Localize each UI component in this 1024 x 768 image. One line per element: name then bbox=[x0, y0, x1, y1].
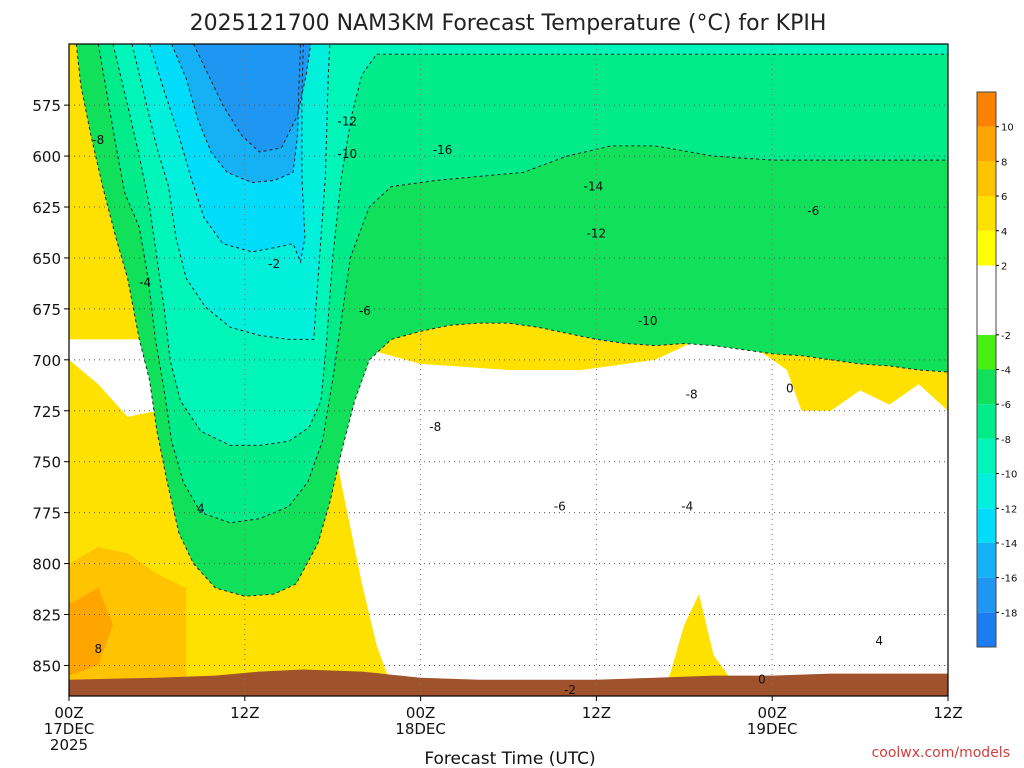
y-tick-label: 700 bbox=[32, 352, 61, 370]
y-tick-label: 725 bbox=[32, 403, 61, 421]
isotherm-line bbox=[131, 44, 331, 340]
colorbar-label: 4 bbox=[1001, 227, 1007, 238]
isotherm-line bbox=[171, 44, 301, 184]
colorbar: 10 8 6 4 2 -2 -4 -6 -8 -10 -12 -14 -16 -18 bbox=[976, 91, 1017, 648]
colorbar-label: -8 bbox=[1001, 435, 1011, 446]
colorbar-segment bbox=[977, 265, 996, 335]
contour-label: -8 bbox=[686, 387, 698, 401]
colorbar-label: -18 bbox=[1001, 608, 1017, 619]
x-axis-label: Forecast Time (UTC) bbox=[424, 749, 595, 768]
colorbar-segment bbox=[977, 92, 996, 127]
isotherm-line bbox=[193, 44, 312, 153]
x-tick-label: 00Z bbox=[406, 704, 435, 722]
plot-area bbox=[69, 44, 948, 696]
contour-label: -6 bbox=[807, 204, 819, 218]
y-tick-label: 850 bbox=[32, 657, 61, 675]
credit-text: coolwx.com/models bbox=[872, 745, 1010, 761]
contour-label: -14 bbox=[584, 180, 604, 194]
colorbar-segment bbox=[977, 369, 996, 405]
contour-label: -10 bbox=[338, 147, 358, 161]
x-tick-label: 12Z bbox=[582, 704, 611, 722]
x-tick-label: 12Z bbox=[933, 704, 962, 722]
contour-label: -2 bbox=[268, 257, 280, 271]
colorbar-segment bbox=[977, 438, 996, 474]
y-tick-label: 775 bbox=[32, 505, 61, 523]
colorbar-label: -10 bbox=[1001, 470, 1017, 481]
plot-frame bbox=[68, 43, 949, 697]
colorbar-label: -4 bbox=[1001, 366, 1011, 377]
isotherm-fill bbox=[193, 44, 311, 152]
colorbar-segment bbox=[977, 577, 996, 613]
y-tick-label: 600 bbox=[32, 148, 61, 166]
colorbar-segment bbox=[977, 404, 996, 439]
isotherm-line bbox=[97, 44, 948, 524]
colorbar-label: 2 bbox=[1001, 261, 1007, 272]
contour-label: -12 bbox=[338, 114, 358, 128]
contour-label: -6 bbox=[554, 500, 566, 514]
contour-label: -6 bbox=[359, 304, 371, 318]
x-tick-label: 12Z bbox=[230, 704, 259, 722]
contour-label: -16 bbox=[433, 143, 453, 157]
x-tick-label: 00Z bbox=[758, 704, 787, 722]
contour-label: -8 bbox=[92, 133, 104, 147]
near-freezing-band bbox=[69, 339, 948, 696]
contour-label: -12 bbox=[587, 226, 607, 240]
x-tick-date: 19DEC bbox=[747, 720, 798, 738]
terrain bbox=[69, 669, 948, 696]
colorbar-label: 8 bbox=[1001, 157, 1007, 168]
chart-title: 2025121700 NAM3KM Forecast Temperature (… bbox=[190, 11, 827, 36]
colorbar-segment bbox=[977, 612, 996, 647]
contour-label: 0 bbox=[758, 673, 766, 687]
isotherm-line bbox=[112, 44, 948, 446]
colorbar-segment bbox=[977, 542, 996, 578]
y-tick-label: 750 bbox=[32, 454, 61, 472]
colorbar-label: 10 bbox=[1001, 123, 1014, 134]
contour-label: 4 bbox=[875, 634, 883, 648]
contour-label: -4 bbox=[681, 500, 693, 514]
contour-label: -8 bbox=[429, 420, 441, 434]
isotherm-line bbox=[149, 44, 306, 264]
isotherm-line bbox=[75, 44, 948, 597]
contour-label: -4 bbox=[139, 275, 151, 289]
contour-labels: -16 -14 -12 -12 -10 -10 -8 -8 -8 -6 -6 -6 -4 -4 -2 -2 0 0… bbox=[92, 114, 883, 696]
contour-label: -2 bbox=[564, 683, 576, 697]
y-tick-label: 675 bbox=[32, 301, 61, 319]
colorbar-segment bbox=[977, 508, 996, 543]
x-tick-label: 00Z bbox=[54, 704, 83, 722]
colorbar-label: -2 bbox=[1001, 331, 1011, 342]
colorbar-label: -14 bbox=[1001, 539, 1017, 550]
contour-label: 8 bbox=[94, 642, 102, 656]
colorbar-segment bbox=[977, 334, 996, 370]
colorbar-segment bbox=[977, 161, 996, 197]
colorbar-label: -12 bbox=[1001, 504, 1017, 515]
colorbar-label: 6 bbox=[1001, 192, 1007, 203]
contour-label: 0 bbox=[786, 381, 794, 395]
y-tick-label: 575 bbox=[32, 97, 61, 115]
colorbar-segment bbox=[977, 230, 996, 266]
y-tick-label: 800 bbox=[32, 556, 61, 574]
warm-pocket bbox=[69, 588, 113, 676]
colorbar-segment bbox=[977, 126, 996, 162]
x-tick-date: 18DEC bbox=[395, 720, 446, 738]
y-tick-label: 825 bbox=[32, 607, 61, 625]
colorbar-label: -6 bbox=[1001, 400, 1011, 411]
grid-lines bbox=[69, 44, 948, 696]
y-tick-label: 650 bbox=[32, 250, 61, 268]
contour-label: -10 bbox=[638, 314, 658, 328]
colorbar-label: -16 bbox=[1001, 574, 1017, 585]
x-tick-year: 2025 bbox=[50, 736, 88, 754]
y-axis: 575 600 625 650 675 700 725 750 775 800 825 850 bbox=[32, 97, 69, 675]
y-tick-label: 625 bbox=[32, 199, 61, 217]
x-tick-date: 17DEC bbox=[44, 720, 95, 738]
colorbar-segment bbox=[977, 473, 996, 509]
colorbar-segment bbox=[977, 196, 996, 231]
contour-label: 4 bbox=[197, 502, 205, 516]
